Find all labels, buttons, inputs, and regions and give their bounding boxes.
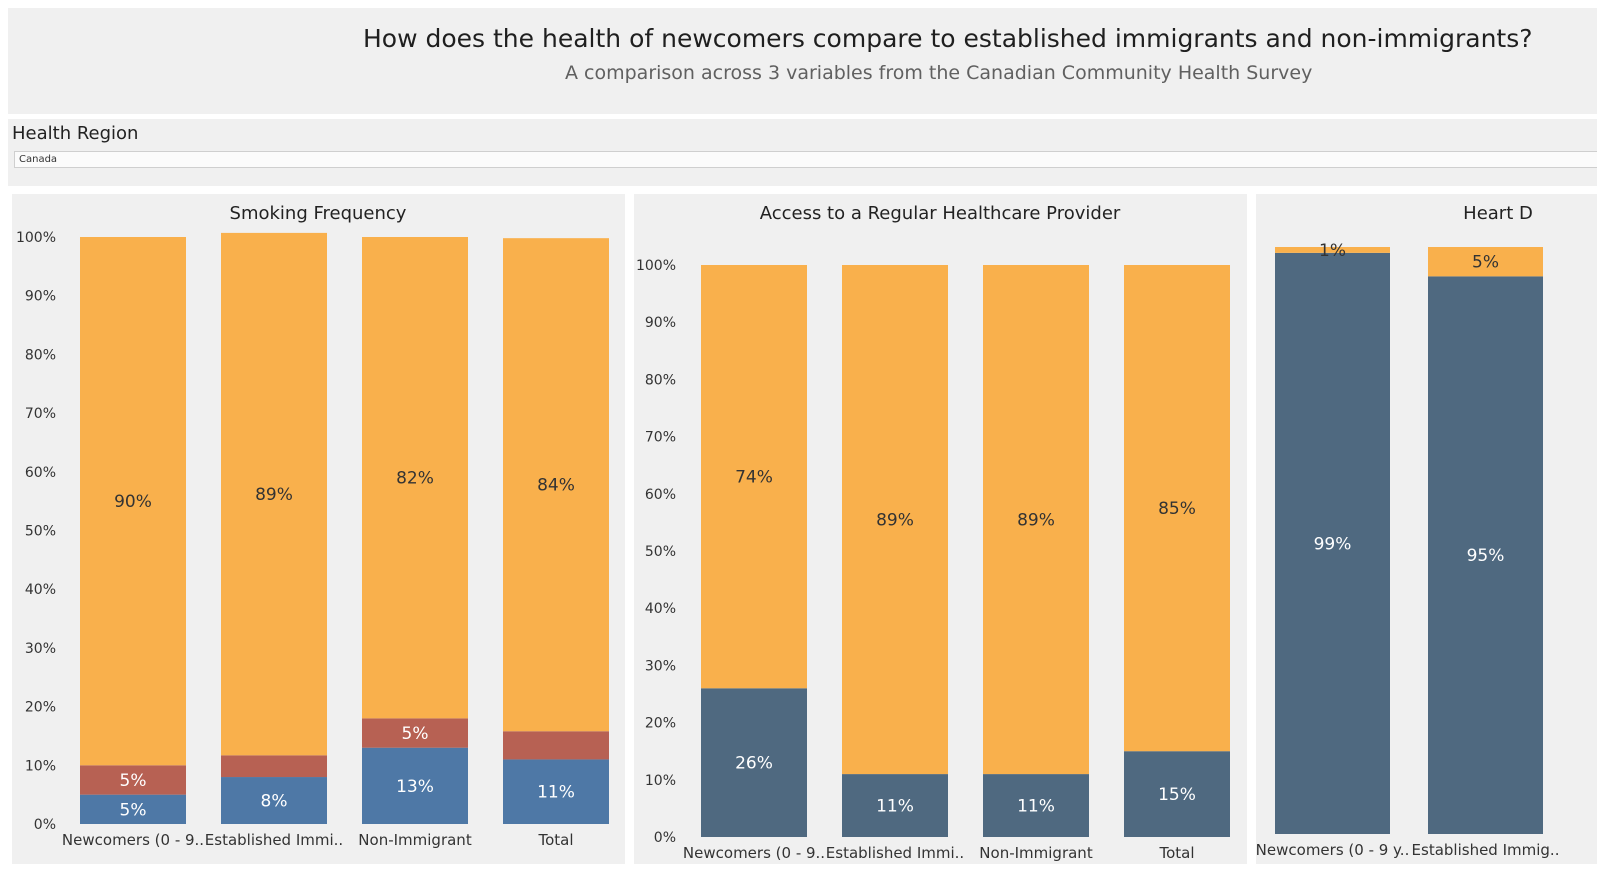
bar-segment[interactable] xyxy=(1124,265,1230,752)
data-label: 85% xyxy=(1158,499,1196,519)
bar-segment[interactable] xyxy=(80,794,186,824)
chart-title: Access to a Regular Healthcare Provider xyxy=(760,203,1121,224)
y-tick-label: 70% xyxy=(25,406,56,422)
dashboard-subtitle: A comparison across 3 variables from the… xyxy=(565,62,1313,84)
chart-title: Smoking Frequency xyxy=(230,203,407,224)
category-label: Total xyxy=(1158,844,1194,862)
y-tick-label: 0% xyxy=(34,817,56,833)
category-label: Established Immi.. xyxy=(826,844,964,862)
y-tick-label: 20% xyxy=(25,700,56,716)
bar-segment[interactable] xyxy=(983,774,1089,837)
y-tick-label: 30% xyxy=(645,658,676,674)
data-label: 5% xyxy=(120,771,147,791)
bar-segment[interactable] xyxy=(1275,252,1390,834)
bar-segment[interactable] xyxy=(701,688,807,837)
data-label: 99% xyxy=(1314,534,1352,554)
chart-title: Heart D xyxy=(1463,203,1533,224)
bar-segment[interactable] xyxy=(362,747,468,824)
data-label: 8% xyxy=(261,792,288,812)
dashboard-header: How does the health of newcomers compare… xyxy=(8,8,1597,114)
y-tick-label: 40% xyxy=(645,601,676,617)
y-tick-label: 50% xyxy=(25,524,56,540)
bar-segment[interactable] xyxy=(842,265,948,775)
category-label: Newcomers (0 - 9 y.. xyxy=(1256,841,1409,859)
health-region-filter: Health Region Canada xyxy=(8,119,1597,186)
smoking-frequency-chart: Smoking Frequency 0% 10% 20% 30% 40% 50% 60% 70%… xyxy=(16,203,609,849)
heart-disease-chart: Heart D 99% 1% Newcomers (0 - 9 y.. 95% 5% Est… xyxy=(1256,203,1560,859)
y-tick-label: 50% xyxy=(645,544,676,560)
data-label: 89% xyxy=(1017,511,1055,531)
bar-segment[interactable] xyxy=(80,765,186,795)
filter-label: Health Region xyxy=(12,123,139,144)
y-tick-label: 90% xyxy=(25,289,56,305)
category-label: Total xyxy=(537,831,573,849)
bar-segment[interactable] xyxy=(1124,751,1230,837)
y-tick-label: 20% xyxy=(645,716,676,732)
heart-disease-panel: Heart D 99% 1% Newcomers (0 - 9 y.. 95% 5% Est… xyxy=(1256,194,1597,864)
category-label: Established Immi.. xyxy=(205,831,343,849)
data-label: 5% xyxy=(1472,253,1499,273)
y-tick-label: 90% xyxy=(645,315,676,331)
y-tick-label: 10% xyxy=(645,773,676,789)
y-tick-label: 70% xyxy=(645,430,676,446)
smoking-frequency-panel: Smoking Frequency 0% 10% 20% 30% 40% 50% 60% 70%… xyxy=(12,194,625,864)
data-label: 82% xyxy=(396,469,434,489)
y-tick-label: 40% xyxy=(25,582,56,598)
data-label: 1% xyxy=(1319,241,1346,261)
data-label: 5% xyxy=(120,800,147,820)
bar-segment[interactable] xyxy=(221,755,327,778)
data-label: 26% xyxy=(735,754,773,774)
data-label: 15% xyxy=(1158,785,1196,805)
y-tick-label: 100% xyxy=(636,258,676,274)
bar-segment[interactable] xyxy=(80,237,186,766)
bar-segment[interactable] xyxy=(1428,247,1543,277)
data-label: 74% xyxy=(735,468,773,488)
bar-segment[interactable] xyxy=(362,718,468,748)
data-label: 84% xyxy=(537,476,575,496)
y-tick-label: 60% xyxy=(25,465,56,481)
y-tick-label: 30% xyxy=(25,641,56,657)
healthcare-provider-chart: Access to a Regular Healthcare Provider 0… xyxy=(636,203,1230,862)
bar-segment[interactable] xyxy=(503,759,609,824)
data-label: 13% xyxy=(396,777,434,797)
data-label: 90% xyxy=(114,492,152,512)
category-label: Non-Immigrant xyxy=(358,831,472,849)
y-tick-label: 10% xyxy=(25,758,56,774)
category-label: Newcomers (0 - 9.. xyxy=(683,844,825,862)
health-region-dropdown[interactable]: Canada xyxy=(14,151,1597,168)
y-tick-label: 100% xyxy=(16,230,56,246)
data-label: 11% xyxy=(876,797,914,817)
healthcare-provider-panel: Access to a Regular Healthcare Provider 0… xyxy=(634,194,1247,864)
bar-segment[interactable] xyxy=(221,777,327,824)
y-tick-label: 80% xyxy=(25,347,56,363)
y-tick-label: 80% xyxy=(645,372,676,388)
bar-segment[interactable] xyxy=(1275,247,1390,253)
dashboard-title: How does the health of newcomers compare… xyxy=(363,24,1533,53)
data-label: 11% xyxy=(537,783,575,803)
y-tick-label: 60% xyxy=(645,487,676,503)
bar-segment[interactable] xyxy=(983,265,1089,775)
data-label: 11% xyxy=(1017,797,1055,817)
category-label: Newcomers (0 - 9.. xyxy=(62,831,204,849)
data-label: 89% xyxy=(255,485,293,505)
category-label: Established Immig.. xyxy=(1412,841,1560,859)
bar-segment[interactable] xyxy=(503,238,609,732)
y-tick-label: 0% xyxy=(654,830,676,846)
bar-segment[interactable] xyxy=(221,232,327,756)
bar-segment[interactable] xyxy=(503,731,609,760)
data-label: 5% xyxy=(402,724,429,744)
data-label: 95% xyxy=(1467,546,1505,566)
bar-segment[interactable] xyxy=(701,265,807,689)
bar-segment[interactable] xyxy=(1428,276,1543,835)
data-label: 89% xyxy=(876,511,914,531)
category-label: Non-Immigrant xyxy=(979,844,1093,862)
bar-segment[interactable] xyxy=(842,774,948,837)
bar-segment[interactable] xyxy=(362,237,468,719)
